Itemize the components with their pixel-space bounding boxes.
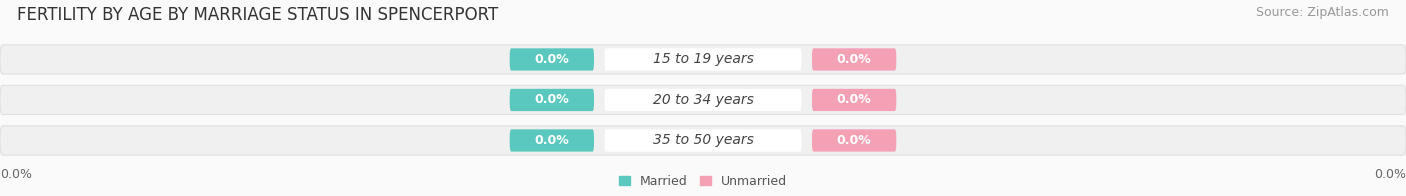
Text: 0.0%: 0.0%	[1374, 168, 1406, 181]
Text: 0.0%: 0.0%	[837, 134, 872, 147]
Text: 20 to 34 years: 20 to 34 years	[652, 93, 754, 107]
FancyBboxPatch shape	[0, 45, 1406, 74]
Text: 0.0%: 0.0%	[534, 53, 569, 66]
Text: 0.0%: 0.0%	[837, 53, 872, 66]
Text: 15 to 19 years: 15 to 19 years	[652, 53, 754, 66]
FancyBboxPatch shape	[509, 129, 593, 152]
FancyBboxPatch shape	[509, 89, 593, 111]
Text: 0.0%: 0.0%	[534, 134, 569, 147]
Text: 0.0%: 0.0%	[837, 93, 872, 106]
FancyBboxPatch shape	[813, 129, 897, 152]
Text: 0.0%: 0.0%	[534, 93, 569, 106]
FancyBboxPatch shape	[0, 85, 1406, 114]
FancyBboxPatch shape	[605, 129, 801, 152]
FancyBboxPatch shape	[605, 48, 801, 71]
Text: FERTILITY BY AGE BY MARRIAGE STATUS IN SPENCERPORT: FERTILITY BY AGE BY MARRIAGE STATUS IN S…	[17, 6, 498, 24]
FancyBboxPatch shape	[813, 48, 897, 71]
Text: 35 to 50 years: 35 to 50 years	[652, 133, 754, 147]
FancyBboxPatch shape	[0, 126, 1406, 155]
FancyBboxPatch shape	[813, 89, 897, 111]
Text: Source: ZipAtlas.com: Source: ZipAtlas.com	[1256, 6, 1389, 19]
Legend: Married, Unmarried: Married, Unmarried	[619, 175, 787, 188]
Text: 0.0%: 0.0%	[0, 168, 32, 181]
FancyBboxPatch shape	[605, 89, 801, 111]
FancyBboxPatch shape	[509, 48, 593, 71]
